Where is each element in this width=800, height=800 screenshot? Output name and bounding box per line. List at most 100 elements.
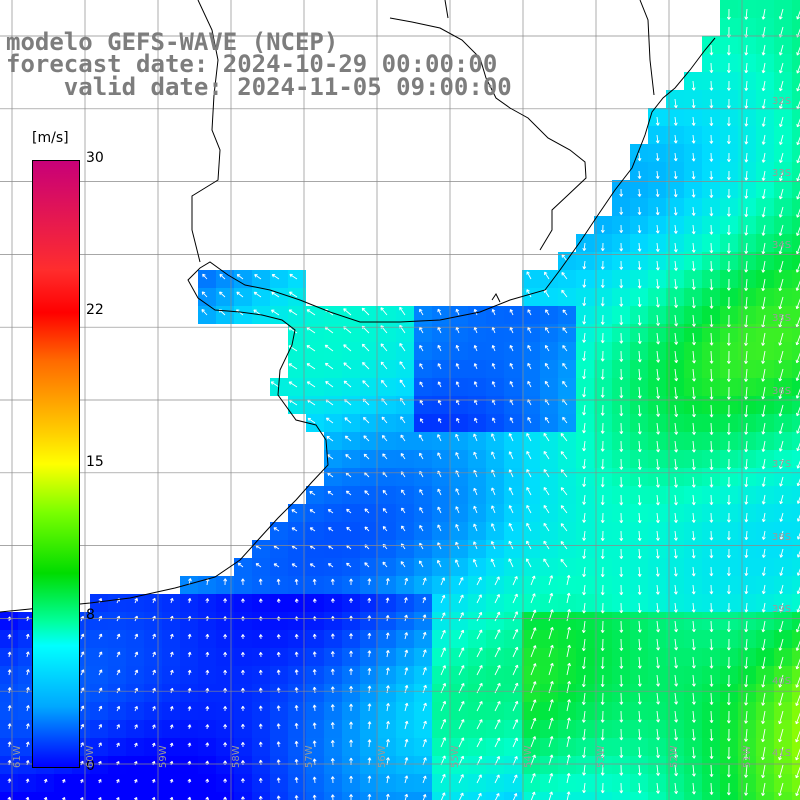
wind-arrow xyxy=(709,692,714,705)
wind-arrow xyxy=(761,566,766,576)
wind-arrow xyxy=(726,116,731,127)
wind-arrow xyxy=(744,80,749,91)
wind-speed-cell xyxy=(486,792,504,800)
wind-arrow xyxy=(98,705,103,712)
wind-arrow xyxy=(691,242,696,253)
wind-arrow xyxy=(674,404,679,418)
wind-arrow xyxy=(562,345,568,352)
wind-arrow xyxy=(364,508,370,514)
wind-arrow xyxy=(98,633,103,640)
wind-arrow xyxy=(80,651,85,658)
wind-arrow xyxy=(691,260,696,272)
wind-arrow xyxy=(404,738,409,748)
wind-arrow xyxy=(655,512,660,524)
wind-arrow xyxy=(600,710,605,723)
wind-arrow xyxy=(691,98,696,109)
wind-arrow xyxy=(655,602,660,613)
lat-label: 33S xyxy=(772,168,792,179)
wind-arrow xyxy=(330,578,335,586)
wind-arrow xyxy=(543,522,550,532)
wind-arrow xyxy=(796,118,800,128)
wind-arrow xyxy=(527,380,532,388)
wind-arrow xyxy=(548,575,554,586)
wind-arrow xyxy=(778,8,784,20)
wind-arrow xyxy=(600,674,605,688)
wind-arrow xyxy=(236,273,244,280)
wind-arrow xyxy=(134,651,139,658)
wind-arrow xyxy=(440,665,446,676)
wind-arrow xyxy=(744,620,749,633)
wind-arrow xyxy=(79,779,84,784)
wind-arrow xyxy=(778,260,784,273)
wind-arrow xyxy=(399,361,406,370)
wind-arrow xyxy=(761,494,766,505)
wind-arrow xyxy=(440,737,446,748)
wind-arrow xyxy=(726,368,731,382)
wind-arrow xyxy=(655,566,660,577)
wind-arrow xyxy=(619,314,624,326)
wind-arrow xyxy=(778,62,784,74)
wind-arrow xyxy=(312,686,317,694)
wind-arrow xyxy=(779,152,784,164)
wind-arrow xyxy=(530,791,536,800)
wind-arrow xyxy=(637,188,642,197)
wind-arrow xyxy=(530,663,537,676)
wind-arrow xyxy=(600,350,605,362)
wind-arrow xyxy=(494,774,500,784)
wind-arrow xyxy=(473,433,478,442)
wind-arrow xyxy=(655,224,660,234)
wind-arrow xyxy=(656,458,660,471)
wind-arrow xyxy=(548,627,554,640)
wind-arrow xyxy=(440,700,447,712)
wind-arrow xyxy=(673,584,678,595)
wind-arrow xyxy=(779,458,784,470)
wind-arrow xyxy=(258,669,263,676)
wind-speed-cell xyxy=(504,792,522,800)
wind-arrow xyxy=(240,578,245,586)
wind-arrow xyxy=(440,629,446,640)
wind-arrow xyxy=(276,723,281,730)
wind-arrow xyxy=(761,404,766,417)
wind-arrow xyxy=(709,368,714,382)
wind-arrow xyxy=(582,350,587,362)
wind-arrow xyxy=(761,332,766,346)
wind-arrow xyxy=(169,742,174,748)
lon-label: 55W xyxy=(450,745,461,768)
wind-arrow xyxy=(223,724,228,730)
wind-arrow xyxy=(385,578,390,586)
wind-arrow xyxy=(7,778,12,784)
wind-arrow xyxy=(98,742,102,748)
wind-arrow xyxy=(151,742,156,748)
lon-label: 61W xyxy=(12,745,23,768)
wind-arrow xyxy=(761,764,766,779)
wind-arrow xyxy=(312,578,317,586)
wind-arrow xyxy=(223,796,227,800)
wind-arrow xyxy=(326,435,334,442)
lat-label: 32S xyxy=(772,96,792,107)
wind-arrow xyxy=(656,404,661,417)
wind-arrow xyxy=(566,626,571,640)
wind-arrow xyxy=(726,494,731,505)
wind-arrow xyxy=(80,669,85,676)
wind-arrow xyxy=(169,760,174,766)
wind-speed-cell xyxy=(756,792,774,800)
wind-arrow xyxy=(473,381,478,388)
wind-arrow xyxy=(709,350,714,364)
wind-arrow xyxy=(349,578,353,586)
wind-arrow xyxy=(744,710,748,724)
wind-arrow xyxy=(560,523,568,532)
wind-arrow xyxy=(508,433,514,442)
wind-arrow xyxy=(491,417,496,424)
wind-arrow xyxy=(726,782,731,796)
wind-arrow xyxy=(637,224,642,234)
lon-label: 60W xyxy=(85,745,96,768)
wind-arrow xyxy=(288,309,298,316)
wind-arrow xyxy=(548,609,554,622)
wind-arrow xyxy=(692,728,696,741)
wind-arrow xyxy=(362,416,370,424)
wind-arrow xyxy=(289,291,298,298)
wind-arrow xyxy=(691,278,696,290)
wind-arrow xyxy=(674,764,678,777)
wind-arrow xyxy=(512,756,518,766)
wind-arrow xyxy=(761,422,766,435)
